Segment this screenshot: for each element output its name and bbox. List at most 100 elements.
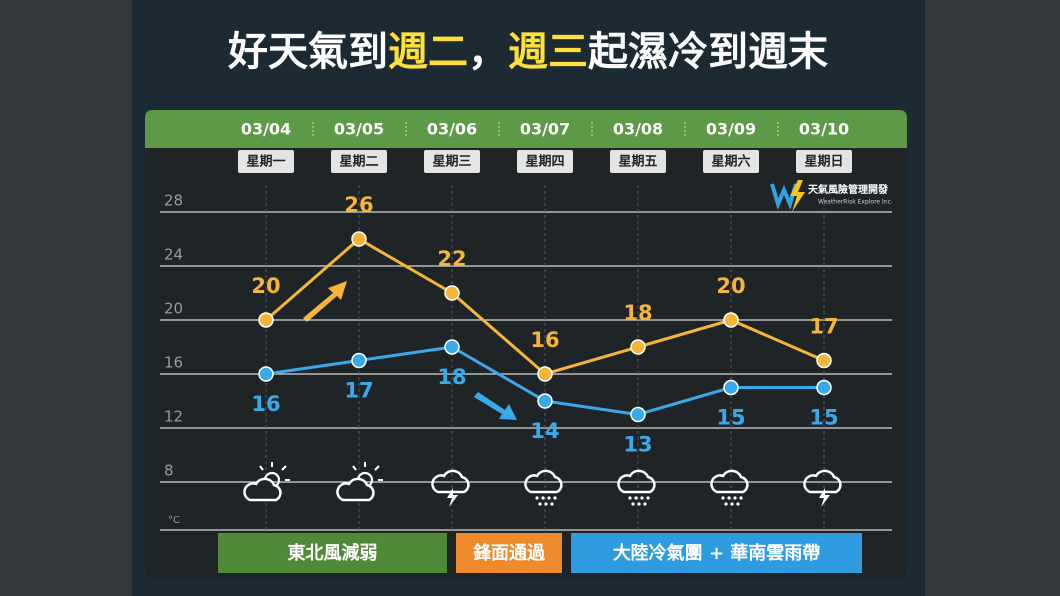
point [537,393,553,409]
weekday-box [703,150,759,173]
data-label: 16 [530,328,559,352]
icon-drop [730,502,734,506]
title-part: 好天氣到 [227,29,388,75]
x-tick-label: 03/09 [706,120,756,139]
icon-drop [535,496,539,500]
point [816,379,832,396]
icon-drop [538,502,542,506]
weekday-box [796,150,852,173]
icon-drop [727,496,731,500]
weekday-label: 星期五 [618,155,657,170]
chart-title: 好天氣到週二，週三起濕冷到週末 [227,29,828,75]
icon-drop [637,502,641,506]
phase-label: 鋒面通過 [472,542,546,564]
x-tick-label: 03/05 [334,120,384,139]
icon-ray [281,465,287,471]
weekday-label: 星期三 [432,155,471,170]
data-label: 14 [530,419,559,443]
title-part: 週三 [508,29,588,75]
icon-drop [724,502,728,506]
icon-cloud [617,469,656,494]
fall-arrow [474,392,517,420]
icon-cloud [803,469,842,494]
point [444,285,460,301]
logo-bolt [790,180,805,212]
icon-drop [739,496,743,500]
weekday-box [610,150,666,173]
icon-bolt [819,488,830,507]
icon-drop [733,496,737,500]
point [723,379,739,396]
phase-box [571,533,862,573]
icon-drop [631,502,635,506]
x-tick-label: 03/10 [799,120,849,139]
data-label: 13 [623,433,652,457]
icon-drop [640,496,644,500]
y-tick-label: 8 [164,462,174,480]
weekday-box [238,150,294,173]
y-tick-label: 12 [164,408,183,426]
weekday-box [424,150,480,173]
logo: 天氣風險管理開發 WeatherRisk Explore Inc. [770,180,893,212]
data-label: 18 [623,301,652,325]
point [351,231,367,247]
rise-arrow [303,281,347,322]
point [351,352,367,369]
logo-mark [770,183,798,210]
data-label: 18 [437,365,466,389]
weekday-label: 星期二 [339,155,378,170]
plot-card [145,110,907,578]
icon-drop [643,502,647,506]
weekday-label: 星期一 [246,155,285,170]
point [630,339,646,355]
icon-drop [544,502,548,506]
icon-cloud [710,469,749,494]
data-label: 16 [251,392,280,416]
data-label: 17 [344,379,373,403]
logo-name: 天氣風險管理開發 [808,183,888,196]
icon-drop [634,496,638,500]
weekday-label: 星期六 [711,154,750,170]
icon-ray [374,465,380,471]
point [630,406,646,423]
date-header [145,110,907,148]
y-tick-label: 24 [164,246,183,264]
x-tick-label: 03/06 [427,120,477,139]
data-label: 15 [716,406,745,430]
icon-bolt [447,488,458,507]
point [258,312,274,328]
icon-drop [646,496,650,500]
point [816,352,832,369]
y-tick-label: 20 [164,300,183,318]
data-label: 17 [809,315,838,339]
phase-label: 大陸冷氣團 + 華南雲雨帶 [613,542,821,564]
icon-drop [547,496,551,500]
data-label: 20 [716,274,745,298]
data-label: 26 [344,193,373,217]
y-unit: °C [168,515,180,526]
icon-cloud [524,469,563,494]
weekday-label: 星期日 [804,155,843,170]
phase-box [456,533,562,573]
x-tick-label: 03/08 [613,120,663,139]
weekday-box [331,150,387,173]
phase-label: 東北風減弱 [288,542,378,564]
title-part: 起濕冷到週末 [588,29,828,75]
icon-cloud [336,477,375,502]
icon-ray [352,465,357,471]
y-tick-label: 16 [164,354,183,372]
x-tick-label: 03/04 [241,120,291,139]
icon-cloud [431,469,470,494]
point [537,366,553,382]
data-label: 15 [809,406,838,430]
icon-drop [550,502,554,506]
weekday-label: 星期四 [525,155,564,170]
title-part: 週二 [388,29,468,75]
title-part: ， [468,29,508,75]
x-tick-label: 03/07 [520,120,570,139]
icon-drop [736,502,740,506]
weekday-box [517,150,573,173]
phase-box [218,533,447,573]
icon-drop [628,496,632,500]
